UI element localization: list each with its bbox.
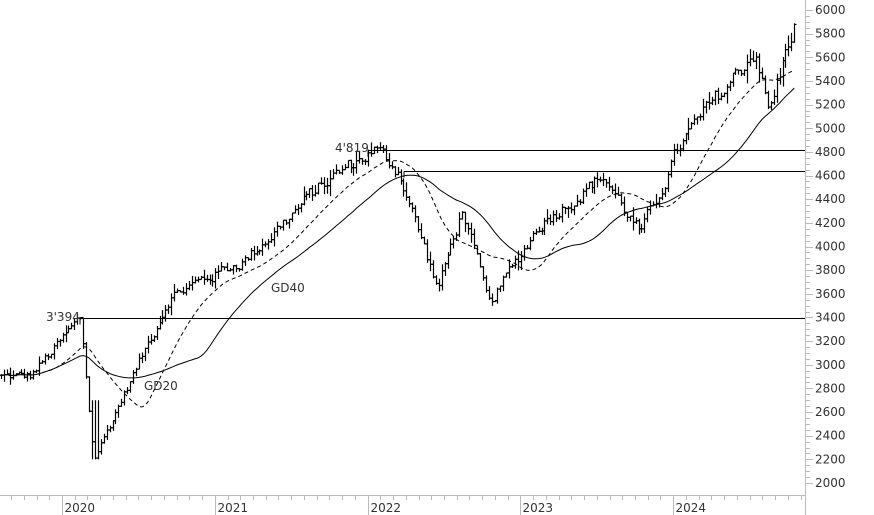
gd40-path xyxy=(0,87,795,379)
y-tick-label: 5000 xyxy=(815,121,846,135)
y-tick-label: 2600 xyxy=(815,405,846,419)
y-tick-label: 2400 xyxy=(815,429,846,443)
y-tick-label: 2800 xyxy=(815,381,846,395)
y-tick-label: 4800 xyxy=(815,145,846,159)
x-axis: 2020 2021 2022 2023 2024 xyxy=(0,495,805,515)
y-tick-label: 4400 xyxy=(815,192,846,206)
y-tick-label: 3400 xyxy=(815,310,846,324)
y-tick-label: 6000 xyxy=(815,3,846,17)
y-tick-label: 4200 xyxy=(815,216,846,230)
y-tick-label: 5800 xyxy=(815,27,846,41)
label-gd40: GD40 xyxy=(271,281,305,295)
y-tick-label: 3600 xyxy=(815,287,846,301)
gd20-path xyxy=(0,68,795,408)
horizontal-levels xyxy=(79,150,805,325)
gd20-line xyxy=(0,68,795,408)
y-tick-label: 2200 xyxy=(815,452,846,466)
price-bars xyxy=(0,23,797,460)
label-gd20: GD20 xyxy=(144,379,178,393)
y-tick-label: 5200 xyxy=(815,98,846,112)
y-tick-label: 2000 xyxy=(815,476,846,490)
x-tick-label: 2022 xyxy=(371,501,402,515)
x-tick-label: 2021 xyxy=(218,501,249,515)
y-tick-label: 3200 xyxy=(815,334,846,348)
label-4819: 4'819 xyxy=(335,141,369,155)
gd40-line xyxy=(0,87,795,379)
y-axis: 2000 2200 2400 2600 2800 3000 3200 3400 3600 3800… xyxy=(805,0,846,515)
x-tick-label: 2020 xyxy=(65,501,96,515)
y-tick-label: 3800 xyxy=(815,263,846,277)
y-tick-label: 4600 xyxy=(815,169,846,183)
x-tick-label: 2024 xyxy=(676,501,707,515)
y-tick-label: 5400 xyxy=(815,74,846,88)
y-tick-label: 3000 xyxy=(815,358,846,372)
x-tick-label: 2023 xyxy=(523,501,554,515)
y-tick-label: 5600 xyxy=(815,50,846,64)
label-3394: 3'394 xyxy=(46,310,80,324)
y-tick-label: 4000 xyxy=(815,240,846,254)
